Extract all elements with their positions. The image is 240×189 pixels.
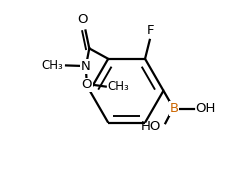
Text: N: N [81, 60, 91, 73]
Text: HO: HO [140, 120, 161, 133]
Text: CH₃: CH₃ [42, 59, 63, 72]
Text: B: B [169, 102, 178, 115]
Text: O: O [77, 13, 87, 26]
Text: CH₃: CH₃ [108, 80, 129, 93]
Text: O: O [82, 78, 92, 91]
Text: F: F [147, 23, 155, 36]
Text: OH: OH [195, 102, 216, 115]
